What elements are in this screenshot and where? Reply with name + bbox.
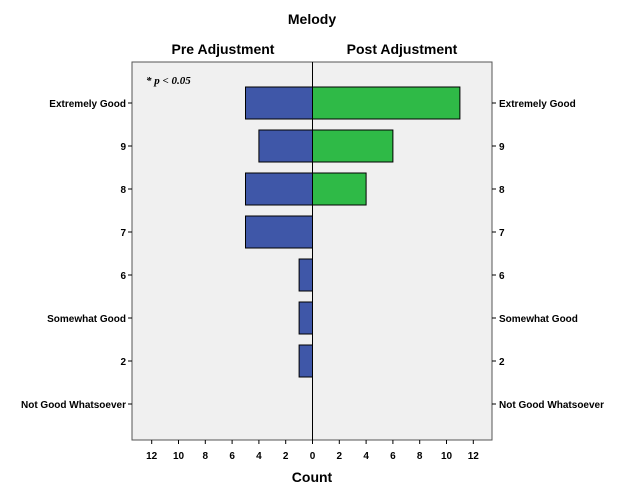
- xtick-label-l10: 10: [173, 451, 185, 462]
- x-axis-ticks: 0 2 2 4 4 6 6 8 8 10 10 12 12: [146, 440, 479, 462]
- pre-bar-0: [245, 86, 313, 120]
- xtick-label-l12: 12: [146, 451, 158, 462]
- left-category-label-1: 9: [120, 142, 126, 153]
- pre-bar-5: [298, 301, 314, 335]
- right-category-label-5: Somewhat Good: [499, 314, 578, 325]
- right-category-label-1: 9: [499, 142, 505, 153]
- xtick-label-r6: 6: [390, 451, 396, 462]
- bars-group: [245, 86, 461, 378]
- right-category-label-7: Not Good Whatsoever: [499, 400, 604, 411]
- left-category-label-3: 7: [120, 228, 126, 239]
- right-category-label-3: 7: [499, 228, 505, 239]
- post-bar-1: [312, 129, 394, 163]
- xtick-label-r2: 2: [337, 451, 343, 462]
- pre-bar-6: [298, 344, 314, 378]
- pre-bar-1: [258, 129, 313, 163]
- left-category-label-2: 8: [120, 185, 126, 196]
- right-panel-title: Post Adjustment: [347, 41, 458, 57]
- xtick-label-l2: 2: [283, 451, 289, 462]
- left-category-label-5: Somewhat Good: [47, 314, 126, 325]
- pre-bar-4: [298, 258, 314, 292]
- left-category-label-0: Extremely Good: [49, 99, 126, 110]
- xtick-label-r8: 8: [417, 451, 423, 462]
- xtick-label-r4: 4: [363, 451, 369, 462]
- right-category-label-0: Extremely Good: [499, 99, 576, 110]
- right-category-label-4: 6: [499, 271, 505, 282]
- x-axis-label: Count: [292, 469, 333, 485]
- post-bar-0: [312, 86, 461, 120]
- left-panel-title: Pre Adjustment: [172, 41, 275, 57]
- xtick-label-l6: 6: [229, 451, 235, 462]
- right-category-label-2: 8: [499, 185, 505, 196]
- xtick-label-l8: 8: [203, 451, 209, 462]
- significance-note: * p < 0.05: [146, 75, 191, 87]
- xtick-label-l4: 4: [256, 451, 262, 462]
- xtick-label-r10: 10: [441, 451, 453, 462]
- left-category-label-4: 6: [120, 271, 126, 282]
- pre-bar-3: [245, 215, 313, 249]
- chart-title: Melody: [288, 11, 336, 27]
- xtick-label-r0: 0: [310, 451, 316, 462]
- left-category-label-7: Not Good Whatsoever: [21, 400, 126, 411]
- xtick-label-r12: 12: [468, 451, 480, 462]
- post-bar-2: [312, 172, 367, 206]
- right-category-label-6: 2: [499, 357, 505, 368]
- left-category-label-6: 2: [120, 357, 126, 368]
- category-labels: Extremely Good Extremely Good 9 9 8 8 7 7 6 6 Some…: [21, 99, 604, 411]
- pre-bar-2: [245, 172, 313, 206]
